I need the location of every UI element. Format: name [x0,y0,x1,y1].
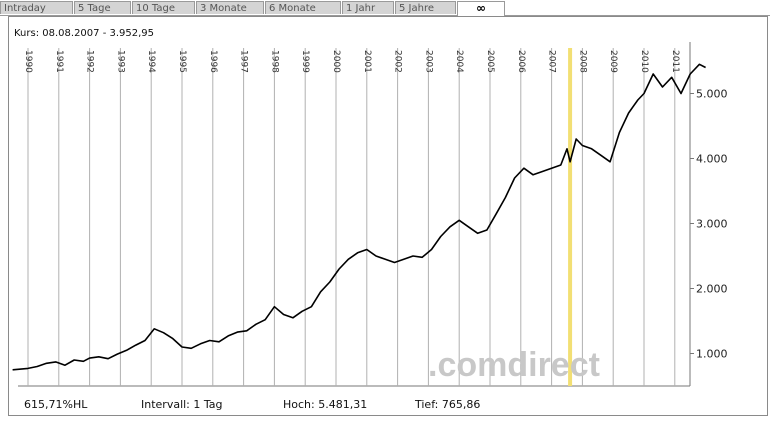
x-tick-label-1996: 1996 [208,50,218,73]
chart-panel [8,16,768,416]
high-value: Hoch: 5.481,31 [283,398,368,411]
tab-bar: Intraday 5 Tage 10 Tage 3 Monate 6 Monat… [0,0,770,16]
y-tick-label-2.000: 2.000 [696,283,728,296]
x-tick-label-1993: 1993 [115,50,125,73]
tab-1-jahr[interactable]: 1 Jahr [342,1,394,14]
price-line [12,63,706,371]
x-tick-label-2005: 2005 [485,50,495,73]
y-tick-label-5.000: 5.000 [696,88,728,101]
x-tick-label-1995: 1995 [177,50,187,73]
x-tick-label-2007: 2007 [547,50,557,73]
x-tick-label-1990: 1990 [23,50,33,73]
x-tick-label-2002: 2002 [393,50,403,73]
tab-max[interactable]: ∞ [457,1,505,16]
tab-10-tage[interactable]: 10 Tage [132,1,195,14]
x-tick-label-2008: 2008 [577,50,587,73]
x-tick-label-1994: 1994 [146,50,156,73]
x-tick-label-2001: 2001 [362,50,372,73]
y-tick-label-3.000: 3.000 [696,218,728,231]
x-tick-label-2009: 2009 [608,50,618,73]
x-tick-label-1998: 1998 [269,50,279,73]
comdirect-watermark: .comdirect [428,346,600,384]
interval-label: Intervall: 1 Tag [141,398,223,411]
x-tick-label-2003: 2003 [423,50,433,73]
x-tick-label-2006: 2006 [516,50,526,73]
y-tick-label-4.000: 4.000 [696,153,728,166]
x-tick-label-1999: 1999 [300,50,310,73]
price-readout: Kurs: 08.08.2007 - 3.952,95 [14,28,155,39]
x-tick-label-2004: 2004 [454,50,464,73]
x-tick-label-1992: 1992 [85,50,95,73]
low-value: Tief: 765,86 [415,398,481,411]
tab-3-monate[interactable]: 3 Monate [196,1,264,14]
y-tick-label-1.000: 1.000 [696,348,728,361]
x-tick-label-1991: 1991 [54,50,64,73]
tab-5-jahre[interactable]: 5 Jahre [395,1,456,14]
hl-percent: 615,71%HL [24,398,88,411]
selected-date-highlight [568,48,573,386]
tab-5-tage[interactable]: 5 Tage [74,1,131,14]
x-tick-label-2011: 2011 [670,50,680,73]
tab-6-monate[interactable]: 6 Monate [265,1,341,14]
x-tick-label-1997: 1997 [239,50,249,73]
x-tick-label-2010: 2010 [639,50,649,73]
x-tick-label-2000: 2000 [331,50,341,73]
tab-intraday[interactable]: Intraday [0,1,73,14]
